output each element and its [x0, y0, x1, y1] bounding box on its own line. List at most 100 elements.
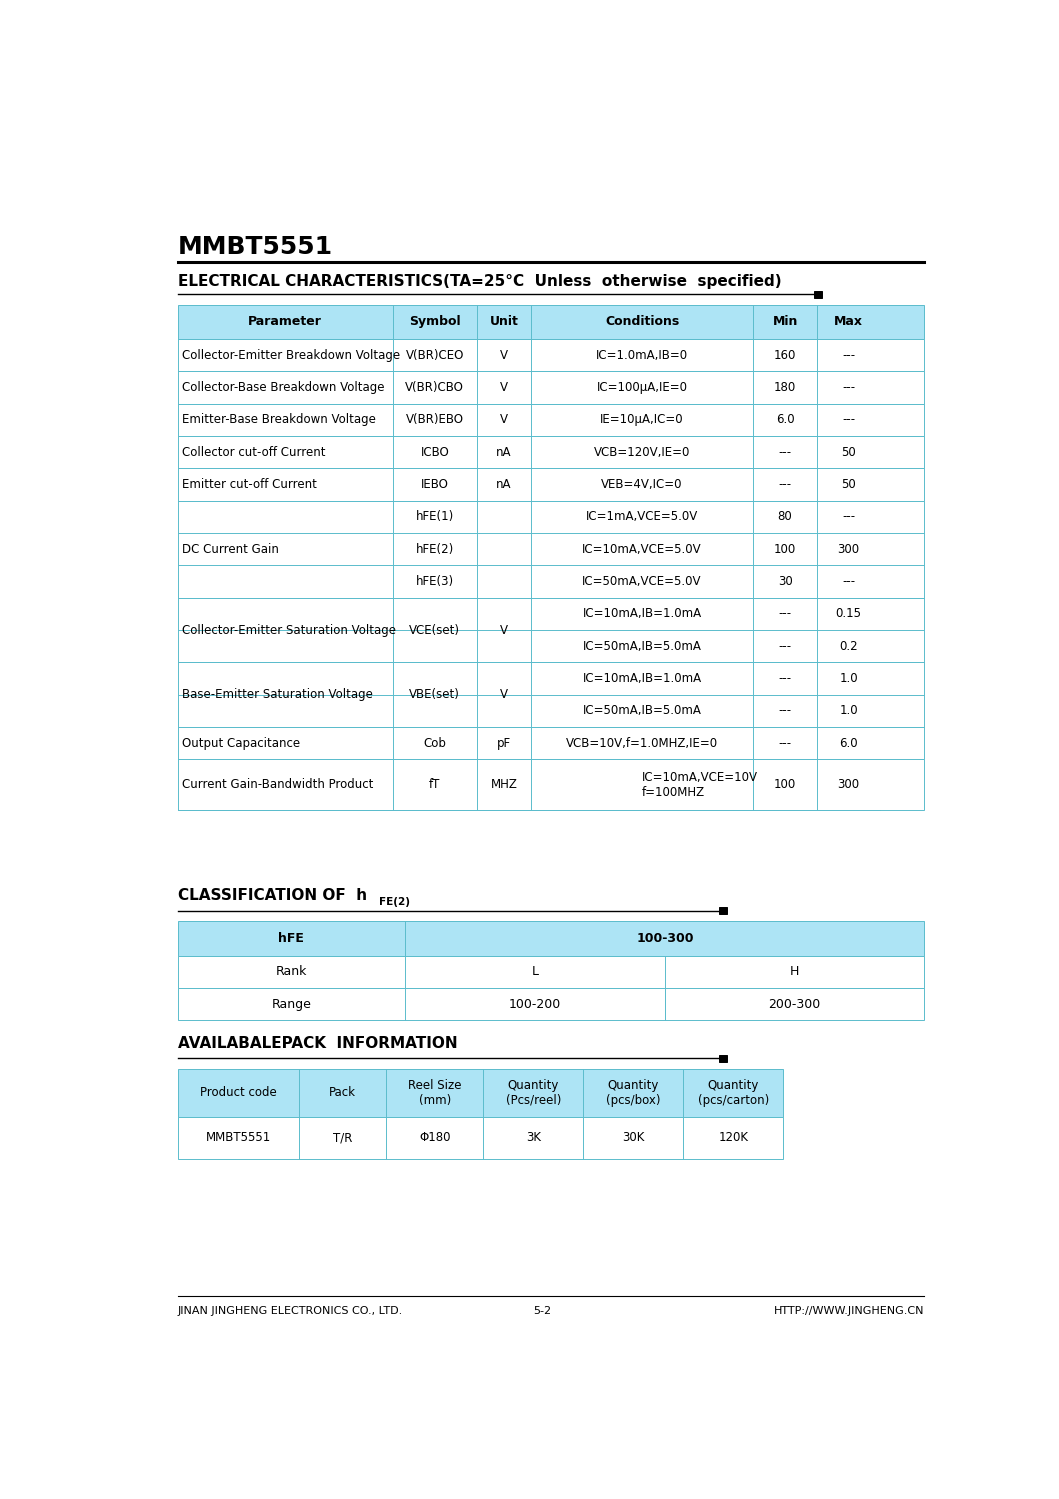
Text: ---: --- [842, 381, 855, 394]
Text: MMBT5551: MMBT5551 [178, 235, 333, 259]
Text: Conditions: Conditions [605, 315, 679, 328]
Text: L: L [532, 965, 539, 979]
Text: ---: --- [842, 349, 855, 361]
Text: IC=10mA,VCE=5.0V: IC=10mA,VCE=5.0V [582, 543, 702, 556]
Text: IEBO: IEBO [420, 478, 449, 492]
Text: Emitter cut-off Current: Emitter cut-off Current [182, 478, 317, 492]
Text: IC=10mA,IB=1.0mA: IC=10mA,IB=1.0mA [582, 672, 702, 685]
Text: 200-300: 200-300 [769, 997, 821, 1010]
Text: 300: 300 [838, 543, 860, 556]
Text: V(BR)CEO: V(BR)CEO [406, 349, 464, 361]
Text: FE(2): FE(2) [379, 898, 410, 907]
Text: 6.0: 6.0 [776, 414, 794, 426]
Text: V: V [500, 381, 508, 394]
Text: H: H [790, 965, 800, 979]
Text: ---: --- [778, 607, 792, 621]
Text: Cob: Cob [424, 736, 446, 750]
Text: Unit: Unit [489, 315, 518, 328]
Text: fT: fT [429, 778, 441, 791]
Text: 300: 300 [838, 778, 860, 791]
Text: hFE(2): hFE(2) [416, 543, 454, 556]
Text: Rank: Rank [275, 965, 307, 979]
Text: Emitter-Base Breakdown Voltage: Emitter-Base Breakdown Voltage [182, 414, 376, 426]
Text: IC=100μA,IE=0: IC=100μA,IE=0 [596, 381, 687, 394]
Text: VCE(set): VCE(set) [410, 624, 461, 637]
Bar [719, 907, 728, 914]
Text: IC=50mA,IB=5.0mA: IC=50mA,IB=5.0mA [582, 640, 701, 652]
Text: IC=50mA,IB=5.0mA: IC=50mA,IB=5.0mA [582, 705, 701, 718]
Text: 30K: 30K [622, 1132, 645, 1144]
Text: 30: 30 [777, 576, 792, 588]
Text: Collector-Emitter Saturation Voltage: Collector-Emitter Saturation Voltage [182, 624, 396, 637]
Text: 6.0: 6.0 [839, 736, 858, 750]
Text: Quantity
(pcs/box): Quantity (pcs/box) [606, 1079, 661, 1106]
Text: Output Capacitance: Output Capacitance [182, 736, 300, 750]
Text: hFE: hFE [279, 932, 304, 944]
Text: ---: --- [778, 736, 792, 750]
Text: Min: Min [772, 315, 797, 328]
Bar [719, 1055, 728, 1061]
Bar [178, 372, 925, 403]
Text: 1.0: 1.0 [839, 672, 858, 685]
Text: ---: --- [778, 672, 792, 685]
Text: HTTP://WWW.JINGHENG.CN: HTTP://WWW.JINGHENG.CN [774, 1306, 925, 1316]
Text: IE=10μA,IC=0: IE=10μA,IC=0 [600, 414, 684, 426]
Text: Range: Range [271, 997, 311, 1010]
Text: ---: --- [842, 576, 855, 588]
Text: 1.0: 1.0 [839, 705, 858, 718]
Bar [178, 501, 925, 598]
Text: 50: 50 [841, 445, 856, 459]
Text: ICBO: ICBO [420, 445, 449, 459]
Text: Current Gain-Bandwidth Product: Current Gain-Bandwidth Product [182, 778, 373, 791]
Text: VEB=4V,IC=0: VEB=4V,IC=0 [602, 478, 683, 492]
Text: 0.15: 0.15 [836, 607, 862, 621]
Text: 180: 180 [774, 381, 796, 394]
Text: ---: --- [778, 445, 792, 459]
Text: 120K: 120K [718, 1132, 749, 1144]
Bar [178, 955, 925, 988]
Bar [813, 291, 822, 298]
Text: Quantity
(Pcs/reel): Quantity (Pcs/reel) [506, 1079, 561, 1106]
Text: MHZ: MHZ [490, 778, 518, 791]
Text: T/R: T/R [333, 1132, 353, 1144]
Text: Symbol: Symbol [409, 315, 461, 328]
Text: V: V [500, 349, 508, 361]
Text: IC=50mA,VCE=5.0V: IC=50mA,VCE=5.0V [582, 576, 702, 588]
Text: Collector cut-off Current: Collector cut-off Current [182, 445, 325, 459]
Text: 100-300: 100-300 [636, 932, 694, 944]
Text: AVAILABALEPACK  INFORMATION: AVAILABALEPACK INFORMATION [178, 1036, 457, 1051]
Text: Collector-Emitter Breakdown Voltage: Collector-Emitter Breakdown Voltage [182, 349, 399, 361]
Text: 100: 100 [774, 543, 796, 556]
Bar [178, 727, 925, 760]
Bar [178, 598, 925, 663]
Text: IC=10mA,VCE=10V
f=100MHZ: IC=10mA,VCE=10V f=100MHZ [642, 770, 758, 799]
Text: Product code: Product code [200, 1087, 276, 1099]
Text: ELECTRICAL CHARACTERISTICS(TA=25°C  Unless  otherwise  specified): ELECTRICAL CHARACTERISTICS(TA=25°C Unles… [178, 274, 782, 289]
Text: JINAN JINGHENG ELECTRONICS CO., LTD.: JINAN JINGHENG ELECTRONICS CO., LTD. [178, 1306, 402, 1316]
Text: Pack: Pack [329, 1087, 356, 1099]
Bar [178, 304, 925, 339]
Text: ---: --- [842, 414, 855, 426]
Text: Quantity
(pcs/carton): Quantity (pcs/carton) [698, 1079, 769, 1106]
Text: Base-Emitter Saturation Voltage: Base-Emitter Saturation Voltage [182, 688, 373, 702]
Text: 50: 50 [841, 478, 856, 492]
Text: Collector-Base Breakdown Voltage: Collector-Base Breakdown Voltage [182, 381, 384, 394]
Text: ---: --- [778, 705, 792, 718]
Text: 80: 80 [777, 511, 792, 523]
Bar [178, 1069, 784, 1117]
Bar [178, 436, 925, 468]
Bar [178, 760, 925, 809]
Text: DC Current Gain: DC Current Gain [182, 543, 279, 556]
Bar [178, 920, 925, 955]
Text: 100: 100 [774, 778, 796, 791]
Text: V: V [500, 688, 508, 702]
Text: MMBT5551: MMBT5551 [205, 1132, 271, 1144]
Text: nA: nA [497, 478, 511, 492]
Text: Φ180: Φ180 [419, 1132, 451, 1144]
Text: 100-200: 100-200 [509, 997, 561, 1010]
Bar [178, 468, 925, 501]
Text: IC=10mA,IB=1.0mA: IC=10mA,IB=1.0mA [582, 607, 702, 621]
Text: ---: --- [842, 511, 855, 523]
Text: hFE(3): hFE(3) [416, 576, 454, 588]
Text: VCB=10V,f=1.0MHZ,IE=0: VCB=10V,f=1.0MHZ,IE=0 [566, 736, 718, 750]
